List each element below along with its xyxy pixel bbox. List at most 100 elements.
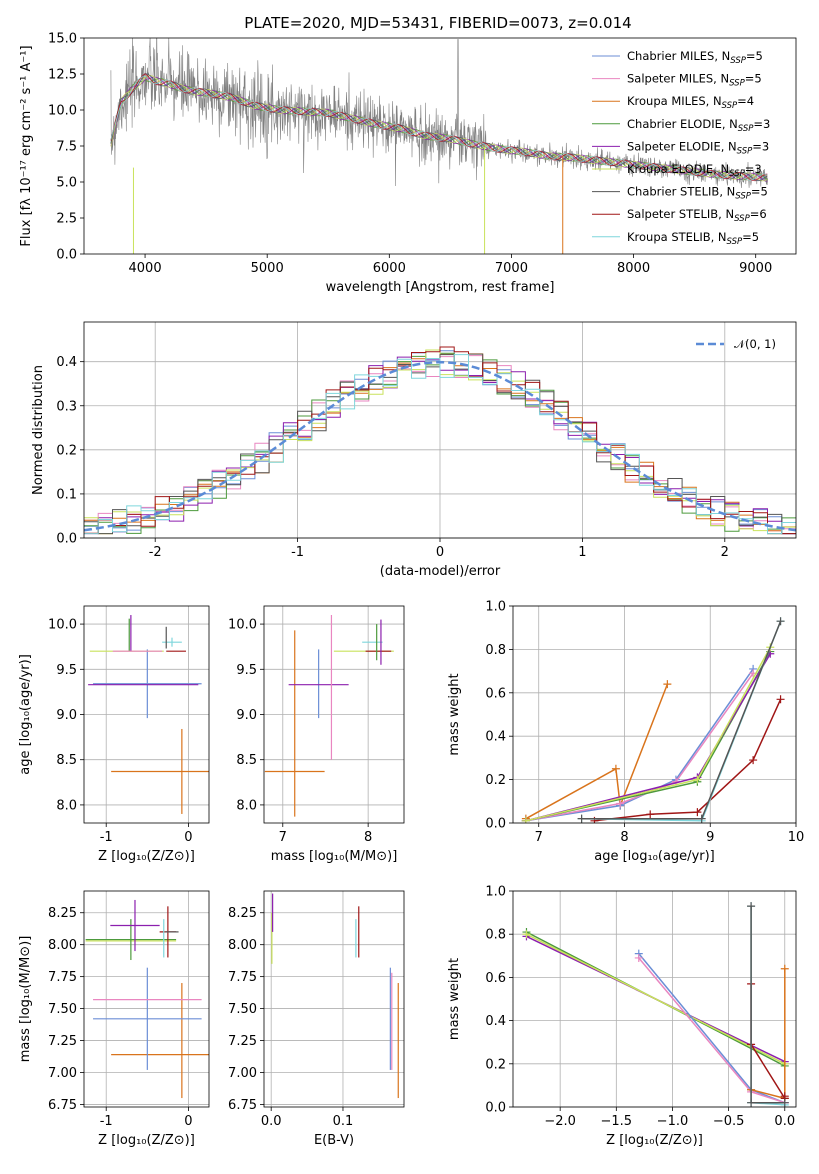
y-tick-label: 10.0 bbox=[228, 618, 257, 633]
mass_vs_ebv-panel: 0.0 0.1 6.75 7.00 7.25 7.50 7.75 8.00 8.25 E(B-V) bbox=[228, 890, 405, 1148]
y-tick-label: 9.5 bbox=[56, 663, 77, 678]
weight-marker bbox=[611, 764, 620, 773]
y-tick-label: 8.5 bbox=[236, 753, 257, 768]
y-tick-label: 0.8 bbox=[485, 643, 506, 658]
y-tick-label: 0.0 bbox=[485, 1101, 506, 1116]
residual-histogram bbox=[84, 354, 796, 535]
x-tick-label: 2 bbox=[721, 545, 729, 560]
x-axis-label: mass [log₁₀(M/M⊙)] bbox=[271, 849, 398, 864]
legend-entry: Salpeter STELIB, NSSP=6 bbox=[627, 207, 767, 224]
x-tick-label: −0.5 bbox=[713, 1114, 745, 1129]
weight-marker bbox=[634, 953, 643, 962]
weight-marker bbox=[747, 902, 756, 911]
legend-entry: Chabrier STELIB, NSSP=5 bbox=[627, 185, 768, 202]
plot-frame bbox=[83, 321, 797, 539]
weight-line bbox=[525, 683, 669, 820]
y-tick-label: 0.0 bbox=[56, 248, 77, 263]
weight_vs_age-plot-area bbox=[521, 617, 785, 823]
plot-frame bbox=[83, 890, 210, 1108]
y-tick-label: 8.25 bbox=[48, 906, 77, 921]
y-tick-label: 7.00 bbox=[228, 1066, 257, 1081]
y-tick-label: 0.1 bbox=[56, 487, 77, 502]
plot-frame bbox=[263, 890, 405, 1108]
plot-frame bbox=[83, 605, 210, 824]
x-tick-label: 8000 bbox=[617, 261, 650, 276]
y-tick-label: 0.0 bbox=[485, 817, 506, 832]
weight-marker bbox=[521, 816, 530, 823]
y-tick-label: 7.75 bbox=[48, 970, 77, 985]
y-tick-label: 12.5 bbox=[48, 68, 77, 83]
x-tick-label: -1 bbox=[100, 830, 113, 845]
plot-frame bbox=[512, 890, 797, 1108]
mass_vs_ebv-plot-area bbox=[271, 893, 399, 1099]
x-tick-label: -1 bbox=[291, 545, 304, 560]
x-tick-label: 1 bbox=[578, 545, 586, 560]
mass_vs_Z-plot-area bbox=[85, 899, 209, 1099]
weight_vs_age-panel: 7 8 9 10 0.0 0.2 0.4 0.6 0.8 1.0 age [log₁₀(age/yr… bbox=[447, 600, 804, 865]
weight-marker bbox=[646, 810, 655, 819]
x-tick-label: −1.0 bbox=[657, 1114, 689, 1129]
x-axis-label: wavelength [Angstrom, rest frame] bbox=[326, 280, 555, 295]
x-tick-label: −1.5 bbox=[601, 1114, 633, 1129]
y-tick-label: 15.0 bbox=[48, 32, 77, 47]
x-tick-label: 7000 bbox=[495, 261, 528, 276]
x-tick-label: -1 bbox=[100, 1114, 113, 1129]
weight-marker bbox=[749, 756, 758, 765]
y-tick-label: 8.5 bbox=[56, 753, 77, 768]
x-axis-label: age [log₁₀(age/yr)] bbox=[594, 849, 715, 864]
x-tick-label: 0 bbox=[184, 1114, 192, 1129]
y-tick-label: 9.5 bbox=[236, 663, 257, 678]
x-axis-label: E(B-V) bbox=[314, 1133, 354, 1148]
legend-entry: Chabrier MILES, NSSP=5 bbox=[627, 49, 763, 66]
x-axis-label: Z [log₁₀(Z/Z⊙)] bbox=[606, 1133, 703, 1148]
model-spectrum bbox=[110, 76, 768, 182]
weight-marker bbox=[780, 1098, 789, 1107]
y-tick-label: 0.4 bbox=[56, 355, 77, 370]
x-tick-label: 8 bbox=[364, 830, 372, 845]
y-tick-label: 8.25 bbox=[228, 906, 257, 921]
legend-entry: Kroupa ELODIE, NSSP=3 bbox=[627, 162, 762, 179]
y-axis-label: Flux [fλ 10⁻¹⁷ erg cm⁻² s⁻¹ A⁻¹] bbox=[19, 45, 34, 246]
figure-title: PLATE=2020, MJD=53431, FIBERID=0073, z=0… bbox=[244, 14, 631, 32]
weight-marker bbox=[663, 680, 672, 689]
residuals-panel: -2 -1 0 1 2 0.0 0.1 0.2 0.3 0.4 (data-model)/error… bbox=[31, 321, 797, 579]
y-tick-label: 7.25 bbox=[48, 1034, 77, 1049]
weight-marker bbox=[780, 964, 789, 973]
y-axis-label: mass weight bbox=[447, 958, 462, 1040]
y-tick-label: 0.0 bbox=[56, 532, 77, 547]
y-tick-label: 0.2 bbox=[485, 773, 506, 788]
age_vs_Z-plot-area bbox=[88, 615, 209, 814]
weight-line bbox=[525, 672, 754, 822]
y-tick-label: 0.4 bbox=[485, 1014, 506, 1029]
age_vs_mass-panel: 7 8 8.0 8.5 9.0 9.5 10.0 mass [log₁₀(M/M⊙)] bbox=[228, 605, 405, 864]
legend-entry: Chabrier ELODIE, NSSP=3 bbox=[627, 117, 770, 134]
y-tick-label: 6.75 bbox=[48, 1098, 77, 1113]
weight-marker bbox=[693, 775, 702, 784]
weight-marker bbox=[697, 814, 706, 823]
x-tick-label: 0 bbox=[184, 830, 192, 845]
weight-line bbox=[750, 906, 785, 1104]
weight-line bbox=[581, 620, 782, 820]
y-axis-label: mass [log₁₀(M/M⊙)] bbox=[18, 936, 33, 1063]
residuals-plot-area bbox=[84, 346, 796, 535]
chart-layer: 4000 5000 6000 7000 8000 90000.02.55.07.510.0… bbox=[18, 32, 804, 1149]
x-tick-label: 7 bbox=[279, 830, 287, 845]
mass_vs_Z-panel: -1 0 6.75 7.00 7.25 7.50 7.75 8.00 8.25 Z [log₁₀(… bbox=[18, 890, 210, 1148]
y-tick-label: 0.8 bbox=[485, 928, 506, 943]
x-tick-label: 5000 bbox=[251, 261, 284, 276]
y-tick-label: 0.2 bbox=[56, 443, 77, 458]
weight-marker bbox=[577, 814, 586, 823]
weight-line bbox=[750, 906, 785, 1106]
normal-curve bbox=[84, 360, 796, 532]
y-tick-label: 9.0 bbox=[236, 708, 257, 723]
weight-marker bbox=[776, 617, 785, 626]
y-tick-label: 7.75 bbox=[228, 970, 257, 985]
y-axis-label: age [log₁₀(age/yr)] bbox=[18, 654, 33, 775]
plot-frame bbox=[263, 605, 405, 824]
x-tick-label: 4000 bbox=[129, 261, 162, 276]
y-tick-label: 8.0 bbox=[56, 798, 77, 813]
weight-marker bbox=[522, 930, 531, 939]
legend-entry: Kroupa MILES, NSSP=4 bbox=[627, 94, 754, 111]
y-tick-label: 5.0 bbox=[56, 176, 77, 191]
